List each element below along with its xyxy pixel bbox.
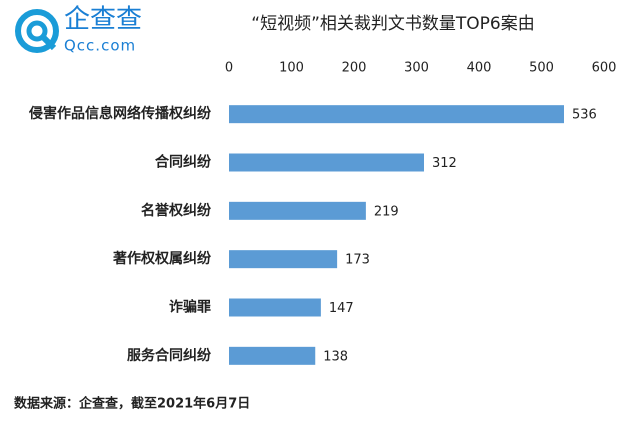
y-tick-label: 名誉权纠纷 (141, 202, 211, 219)
logo-icon (41, 35, 57, 51)
value-label: 173 (345, 253, 370, 268)
chart-title: “短视频”相关裁判文书数量TOP6案由 (251, 14, 534, 34)
x-tick-label: 500 (529, 61, 554, 76)
y-tick-label: 服务合同纠纷 (127, 347, 211, 364)
logo-name: 企查查 (64, 5, 142, 35)
x-tick-label: 300 (404, 61, 429, 76)
x-tick-label: 400 (467, 61, 492, 76)
y-tick-label: 著作权权属纠纷 (112, 250, 211, 267)
y-tick-label: 合同纠纷 (155, 154, 211, 171)
x-tick-label: 600 (592, 61, 617, 76)
logo: 企查查 Qcc.com (15, 5, 142, 55)
bar (229, 250, 338, 269)
value-label: 138 (323, 349, 348, 364)
bar (229, 153, 424, 172)
logo-site: Qcc.com (64, 37, 136, 55)
value-label: 147 (329, 301, 354, 316)
x-tick-label: 0 (225, 61, 233, 76)
y-tick-label: 侵害作品信息网络传播权纠纷 (28, 105, 211, 122)
value-label: 219 (374, 204, 399, 219)
bar (229, 105, 564, 124)
source: 数据来源：企查查，截至2021年6月7日 (14, 396, 250, 412)
bar (229, 346, 316, 365)
bar (229, 201, 366, 220)
value-label: 312 (432, 156, 457, 171)
bar (229, 298, 321, 317)
y-tick-label: 诈骗罪 (169, 299, 211, 316)
logo-icon (26, 20, 48, 42)
value-label: 536 (572, 108, 597, 123)
logo-icon (15, 9, 59, 53)
x-tick-label: 200 (342, 61, 367, 76)
x-tick-label: 100 (279, 61, 304, 76)
